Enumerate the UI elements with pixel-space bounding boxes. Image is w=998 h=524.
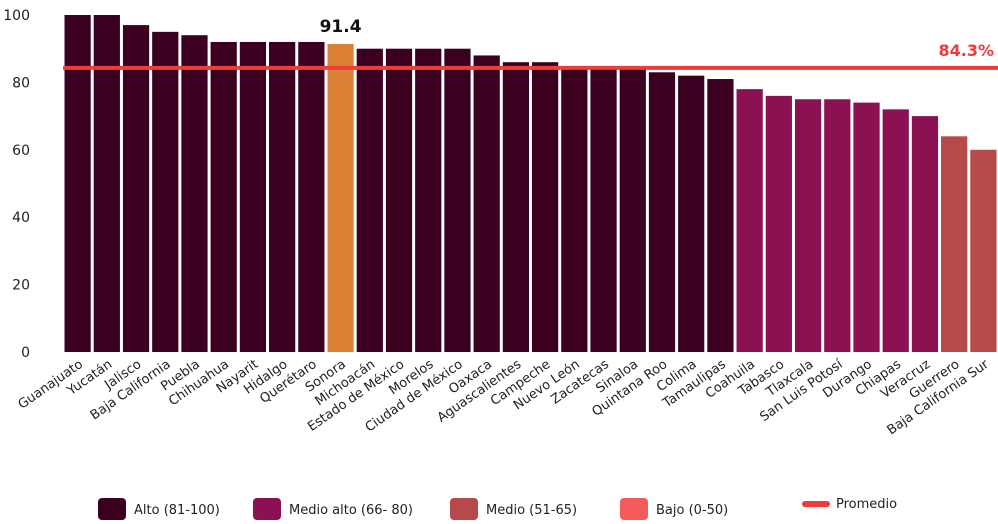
y-tick-label: 0 xyxy=(21,345,30,361)
legend: Alto (81-100) Medio alto (66- 80) Medio (5… xyxy=(98,497,897,520)
bar xyxy=(64,15,91,352)
bar xyxy=(882,109,909,352)
bar xyxy=(532,62,559,353)
bar xyxy=(181,35,208,352)
bar xyxy=(444,48,471,352)
y-tick-label: 100 xyxy=(3,8,30,24)
legend-swatch xyxy=(450,498,478,520)
bar xyxy=(648,72,676,352)
bar xyxy=(970,149,997,352)
bar xyxy=(356,48,383,352)
bar xyxy=(824,99,851,352)
bar xyxy=(794,99,822,352)
bar xyxy=(122,25,150,353)
legend-label: Medio (51-65) xyxy=(486,503,577,518)
bar xyxy=(765,95,792,352)
legend-swatch xyxy=(98,498,126,520)
bar xyxy=(269,41,296,353)
bar xyxy=(707,79,734,352)
bar xyxy=(210,41,237,353)
bar xyxy=(473,55,500,352)
legend-label: Medio alto (66- 80) xyxy=(289,503,413,518)
bar xyxy=(298,41,325,353)
average-layer: 84.3% xyxy=(63,41,998,70)
legend-swatch xyxy=(620,498,648,520)
bar xyxy=(415,48,442,352)
average-label: 84.3% xyxy=(938,41,994,60)
legend-label: Alto (81-100) xyxy=(134,503,220,518)
bar xyxy=(736,89,763,352)
legend-swatch xyxy=(253,498,281,520)
y-tick-label: 20 xyxy=(12,278,30,294)
highlight-data-label: 91.4 xyxy=(320,17,362,37)
bar xyxy=(590,67,617,353)
bar xyxy=(561,67,588,353)
y-axis: 0 20 40 60 80 100 xyxy=(3,8,30,361)
bar xyxy=(911,116,939,352)
legend-label: Promedio xyxy=(836,497,897,512)
bar xyxy=(619,67,646,353)
bar xyxy=(93,15,120,352)
bar xyxy=(502,62,529,353)
bar xyxy=(152,31,179,352)
bar xyxy=(678,75,705,352)
y-tick-label: 60 xyxy=(12,143,30,159)
bar xyxy=(239,41,267,353)
bar xyxy=(327,43,354,352)
bar xyxy=(385,48,413,352)
legend-swatch xyxy=(802,501,830,507)
y-tick-label: 80 xyxy=(12,75,30,91)
bar xyxy=(853,102,880,353)
bars-layer: 91.4 xyxy=(64,15,997,353)
y-tick-label: 40 xyxy=(12,210,30,226)
bar xyxy=(941,136,968,352)
legend-label: Bajo (0-50) xyxy=(656,503,728,518)
